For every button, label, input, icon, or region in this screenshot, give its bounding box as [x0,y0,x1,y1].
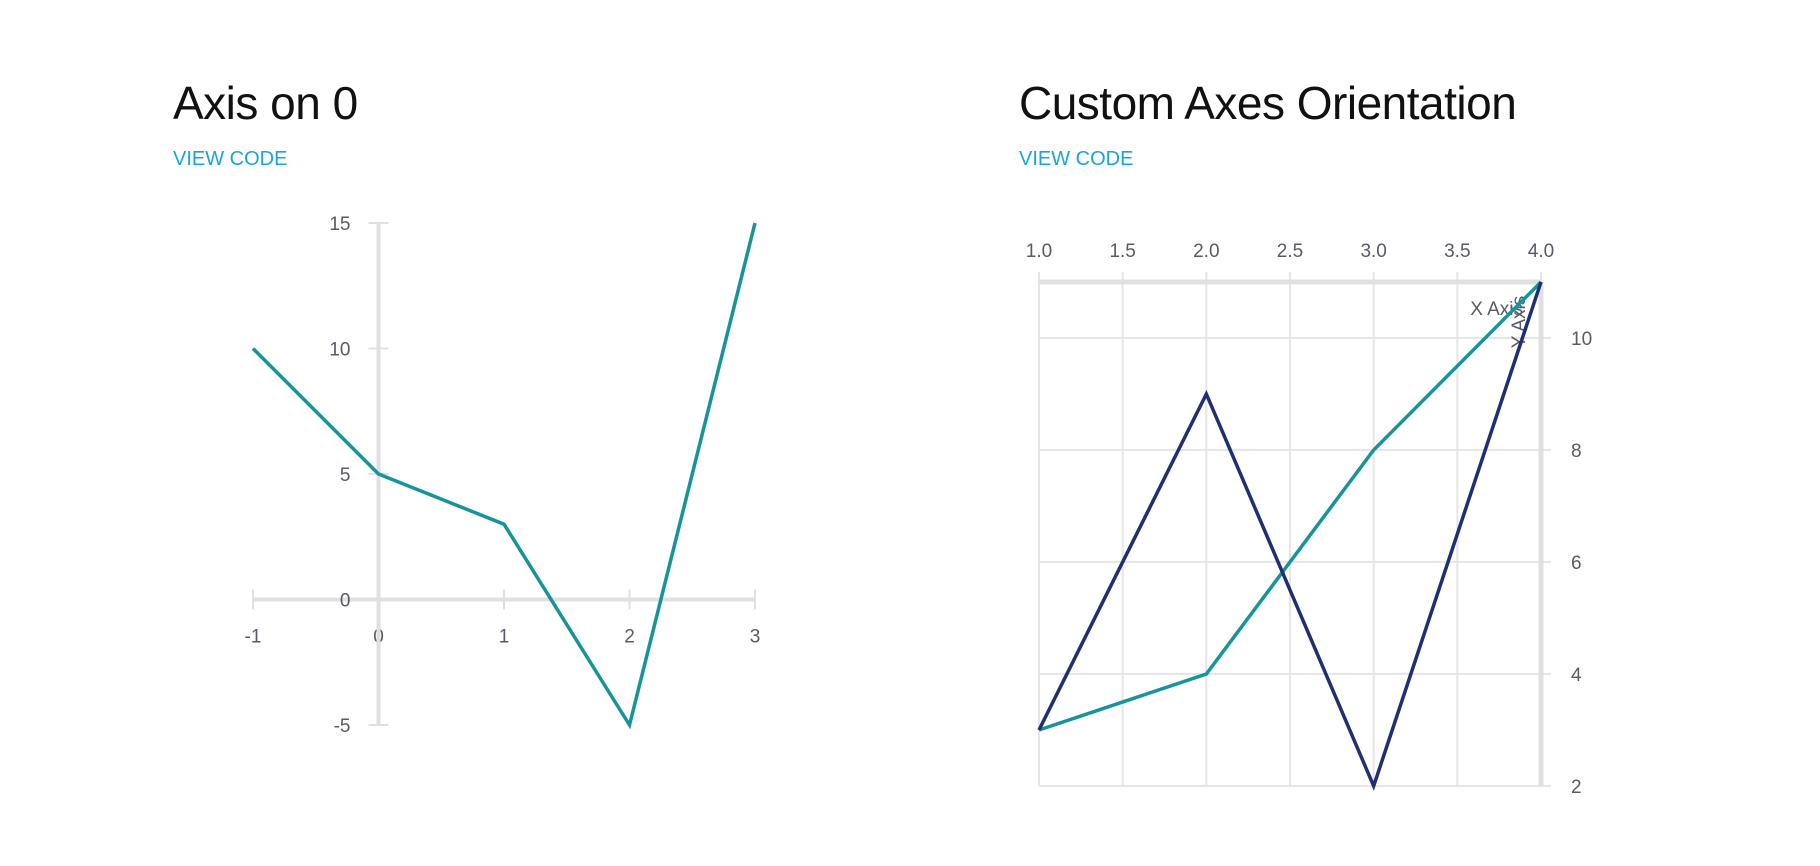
y-tick-label: 4 [1571,665,1582,686]
y-tick-label: 10 [1571,329,1592,350]
y-tick-label: -5 [334,716,351,737]
x-tick-label: 3 [750,627,761,648]
y-tick-label: 15 [329,214,350,235]
chart-title-axis-on-zero: Axis on 0 [173,77,358,129]
x-tick-label: 3.5 [1444,241,1470,262]
x-tick-label: 1 [499,627,510,648]
x-tick-label: 1.0 [1026,241,1052,262]
x-tick-label: 3.0 [1360,241,1386,262]
y-tick-label: 8 [1571,441,1582,462]
x-tick-label: 1.5 [1109,241,1135,262]
series-line [251,222,757,730]
view-code-link-custom-axes[interactable]: VIEW CODE [1019,148,1134,170]
series-line [1037,281,1543,791]
x-tick-label: -1 [245,627,262,648]
chart-panel-axis-on-zero: Axis on 0 VIEW CODE [173,77,358,170]
y-tick-label: 5 [340,465,351,486]
y-tick-label: 6 [1571,553,1582,574]
y-tick-label: 10 [329,340,350,361]
view-code-link-axis-on-zero[interactable]: VIEW CODE [173,148,288,170]
y-tick-label: 2 [1571,777,1582,798]
x-tick-label: 4.0 [1528,241,1554,262]
chart-panel-custom-axes: Custom Axes Orientation VIEW CODE [910,0,1820,866]
y-tick-label: 0 [340,591,351,612]
chart-title-custom-axes: Custom Axes Orientation [1019,77,1517,129]
x-tick-label: 2.5 [1277,241,1303,262]
x-tick-label: 2 [624,627,635,648]
x-tick-label: 2.0 [1193,241,1219,262]
series-line [1038,280,1543,732]
